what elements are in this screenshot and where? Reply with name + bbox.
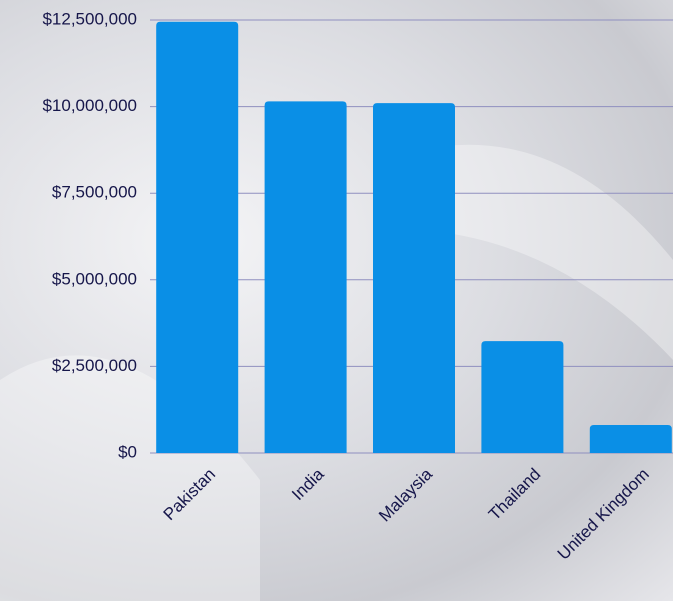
- x-tick-label: India: [288, 464, 328, 504]
- x-tick-label: Thailand: [485, 465, 545, 525]
- bar: [481, 341, 564, 453]
- bar: [373, 103, 455, 454]
- x-tick-label: Malaysia: [375, 464, 436, 525]
- bar: [264, 101, 347, 454]
- y-tick-label: $2,500,000: [52, 356, 137, 375]
- y-tick-label: $10,000,000: [42, 96, 137, 115]
- bar: [156, 21, 239, 454]
- bar: [589, 424, 672, 453]
- y-tick-label: $5,000,000: [52, 269, 137, 288]
- y-tick-label: $0: [118, 442, 137, 461]
- y-tick-label: $12,500,000: [42, 9, 137, 28]
- y-tick-label: $7,500,000: [52, 183, 137, 202]
- x-tick-label: United Kingdom: [554, 465, 653, 564]
